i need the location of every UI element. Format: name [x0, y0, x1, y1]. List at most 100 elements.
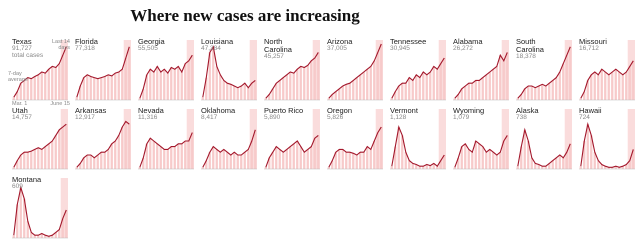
bar	[604, 72, 607, 100]
bar	[579, 98, 582, 100]
bar	[103, 152, 106, 169]
state-name: Arizona	[327, 37, 353, 46]
bar	[534, 87, 537, 100]
bar	[289, 72, 292, 100]
bar	[488, 149, 491, 169]
bar	[16, 204, 19, 238]
recent-shade	[375, 109, 383, 169]
state-name: Florida	[75, 37, 98, 46]
bar	[208, 152, 211, 169]
bar	[530, 86, 533, 100]
bar	[432, 163, 435, 169]
average-line	[580, 60, 634, 99]
bar	[506, 135, 509, 169]
small-multiple: Puerto Rico 5,890	[264, 107, 322, 171]
bar	[33, 235, 36, 238]
bar	[523, 129, 526, 169]
bar	[96, 78, 99, 100]
bar	[142, 157, 145, 169]
bar	[82, 157, 85, 169]
bar	[23, 198, 26, 238]
bar	[380, 44, 383, 100]
bar	[117, 72, 120, 100]
small-multiple: Arizona 37,005	[327, 38, 385, 102]
bar	[138, 167, 141, 169]
bar	[240, 155, 243, 169]
bar	[285, 74, 288, 100]
bar	[303, 67, 306, 100]
bar	[527, 141, 530, 169]
bar	[303, 152, 306, 169]
bar	[100, 152, 103, 169]
bar	[201, 97, 204, 100]
bar	[460, 146, 463, 169]
recent-shade	[186, 40, 194, 100]
recent-shade	[375, 40, 383, 100]
bar	[537, 164, 540, 169]
bar	[429, 165, 432, 169]
bar	[502, 60, 505, 100]
bar	[250, 83, 253, 100]
bar	[548, 163, 551, 169]
bar	[614, 69, 617, 100]
bar	[481, 77, 484, 100]
bar	[436, 166, 439, 169]
bar	[485, 152, 488, 169]
bar	[159, 146, 162, 169]
bar	[79, 163, 82, 169]
recent-shade	[564, 109, 572, 169]
bar	[89, 76, 92, 100]
panel-label: Montana 609	[12, 176, 58, 191]
bar	[530, 157, 533, 169]
bar	[187, 60, 190, 100]
bar	[467, 149, 470, 169]
bar	[565, 152, 568, 169]
bar	[541, 166, 544, 169]
average-line	[580, 122, 634, 168]
bar	[422, 166, 425, 169]
case-count: 8,417	[201, 113, 218, 121]
panel-label: Nevada 11,316	[138, 107, 184, 122]
bar	[226, 83, 229, 100]
state-name: Puerto Rico	[264, 106, 304, 115]
bar	[180, 72, 183, 100]
bar	[506, 52, 509, 100]
bar	[152, 72, 155, 100]
bar	[555, 77, 558, 100]
bar	[12, 235, 15, 238]
bar	[30, 232, 33, 238]
bar	[341, 149, 344, 169]
case-count: 738	[516, 113, 527, 121]
bar	[145, 74, 148, 100]
state-name: North Carolina	[264, 37, 292, 54]
bar	[621, 74, 624, 100]
bar	[114, 141, 117, 169]
bar	[170, 67, 173, 100]
average-line	[13, 46, 67, 98]
bar	[317, 52, 320, 100]
case-count: 47,384	[201, 44, 221, 52]
bar	[373, 141, 376, 169]
bar	[215, 66, 218, 100]
bar	[275, 83, 278, 100]
bar	[436, 69, 439, 100]
bar	[618, 72, 621, 100]
bar	[586, 124, 589, 169]
bar	[149, 138, 152, 169]
bar	[551, 160, 554, 169]
bar	[229, 84, 232, 100]
sparkline	[12, 178, 68, 239]
panel-label: Arkansas 12,917	[75, 107, 121, 122]
case-count: 724	[579, 113, 590, 121]
panel-label: Arizona 37,005	[327, 38, 373, 53]
case-count: 55,505	[138, 44, 158, 52]
bar	[523, 88, 526, 100]
bar	[236, 155, 239, 169]
bar	[292, 73, 295, 100]
sparkline	[75, 109, 131, 170]
state-name: Nevada	[138, 106, 164, 115]
bar	[44, 235, 47, 238]
bar	[86, 74, 89, 100]
bar	[492, 152, 495, 169]
bar	[478, 143, 481, 169]
